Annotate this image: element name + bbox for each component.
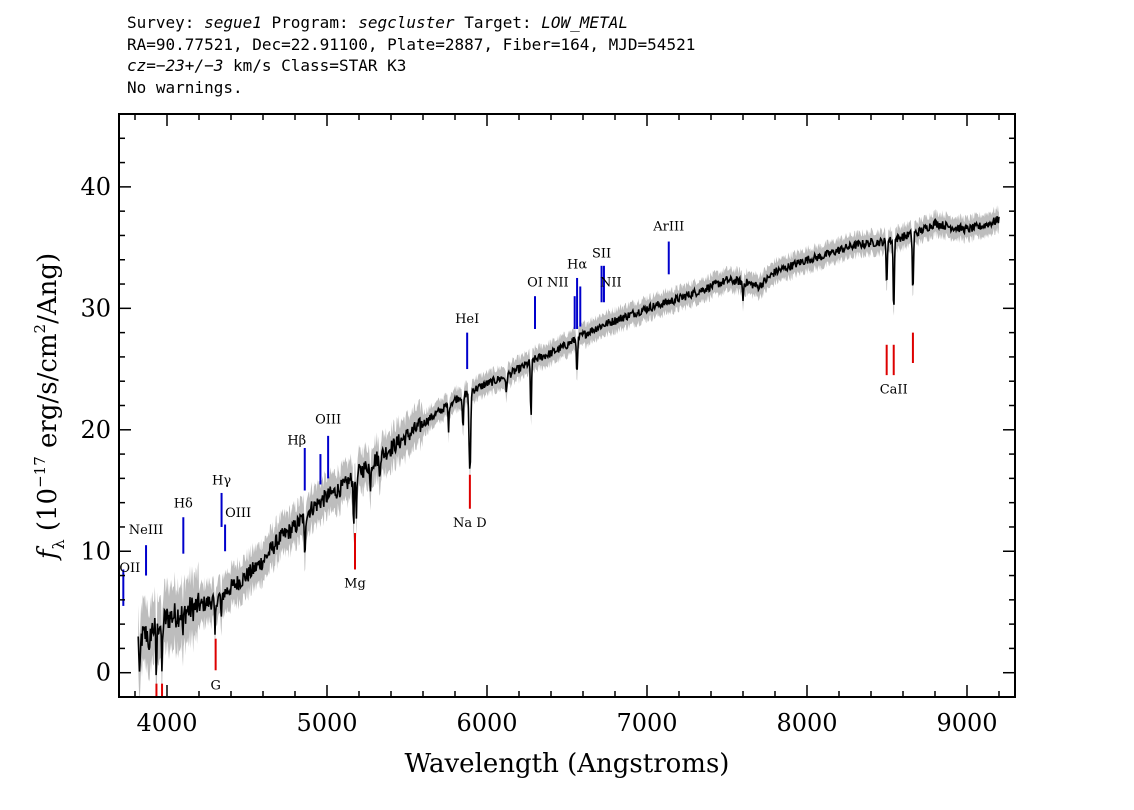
emission-line-label: Hα	[567, 257, 587, 272]
emission-line-label: OIII	[225, 506, 251, 521]
cz-value: −23+/−3	[155, 56, 224, 75]
y-tick-label: 30	[80, 294, 111, 322]
y-tick-label: 40	[80, 173, 111, 201]
emission-line-label: HeI	[455, 312, 479, 327]
y-tick-label: 20	[80, 416, 111, 444]
absorption-line-label: CaII	[880, 382, 908, 397]
x-tick-label: 4000	[136, 709, 197, 737]
axes-layer: 4000 5000 6000 7000 8000 9000 0 10 20 30 40	[80, 113, 1016, 737]
x-tick-label: 8000	[776, 709, 837, 737]
program-name: segcluster	[358, 13, 455, 32]
emission-line-label: OI	[527, 275, 543, 290]
x-tick-label: 5000	[296, 709, 357, 737]
y-axis-title: fλ (10−17 erg/s/cm2/Ang)	[31, 253, 68, 561]
line-marker-layer: OII NeIII Hδ Hγ OIII Hβ OIII HeI OI NII Hα SII NII Ar…	[119, 220, 914, 697]
emission-line-label: Hγ	[212, 473, 231, 488]
survey-name: segue1	[204, 13, 262, 32]
x-axis-title: Wavelength (Angstroms)	[405, 749, 730, 779]
spectrum-header: Survey: segue1 Program: segcluster Targe…	[127, 12, 695, 98]
emission-line-label: ArIII	[652, 220, 684, 235]
emission-line-label: NeIII	[129, 523, 163, 538]
emission-line-label: Hβ	[287, 433, 306, 448]
emission-line-label: NII	[600, 275, 622, 290]
emission-line-label: OIII	[315, 413, 341, 428]
x-tick-label: 6000	[456, 709, 517, 737]
absorption-line-label: G	[210, 679, 220, 694]
x-tick-label: 7000	[616, 709, 677, 737]
header-line-3: cz=−23+/−3 km/s Class=STAR K3	[127, 56, 407, 75]
emission-line-label: Hδ	[174, 497, 193, 512]
x-tick-label: 9000	[936, 709, 997, 737]
spectrum-line	[137, 216, 1000, 676]
header-line-2: RA=90.77521, Dec=22.91100, Plate=2887, F…	[127, 34, 696, 54]
plot-frame	[118, 113, 1016, 698]
y-tick-label: 10	[80, 537, 111, 565]
target-name: LOW_METAL	[541, 13, 628, 32]
header-line-1: Survey: segue1 Program: segcluster Targe…	[127, 13, 628, 32]
emission-line-label: NII	[547, 275, 569, 290]
emission-line-label: OII	[119, 561, 140, 576]
emission-line-label: SII	[592, 246, 611, 261]
y-tick-label: 0	[96, 659, 111, 687]
spectrum-layer	[137, 216, 1000, 676]
absorption-line-label: Na D	[453, 516, 487, 531]
absorption-line-label: Mg	[344, 577, 366, 592]
header-line-4: No warnings.	[127, 77, 243, 97]
